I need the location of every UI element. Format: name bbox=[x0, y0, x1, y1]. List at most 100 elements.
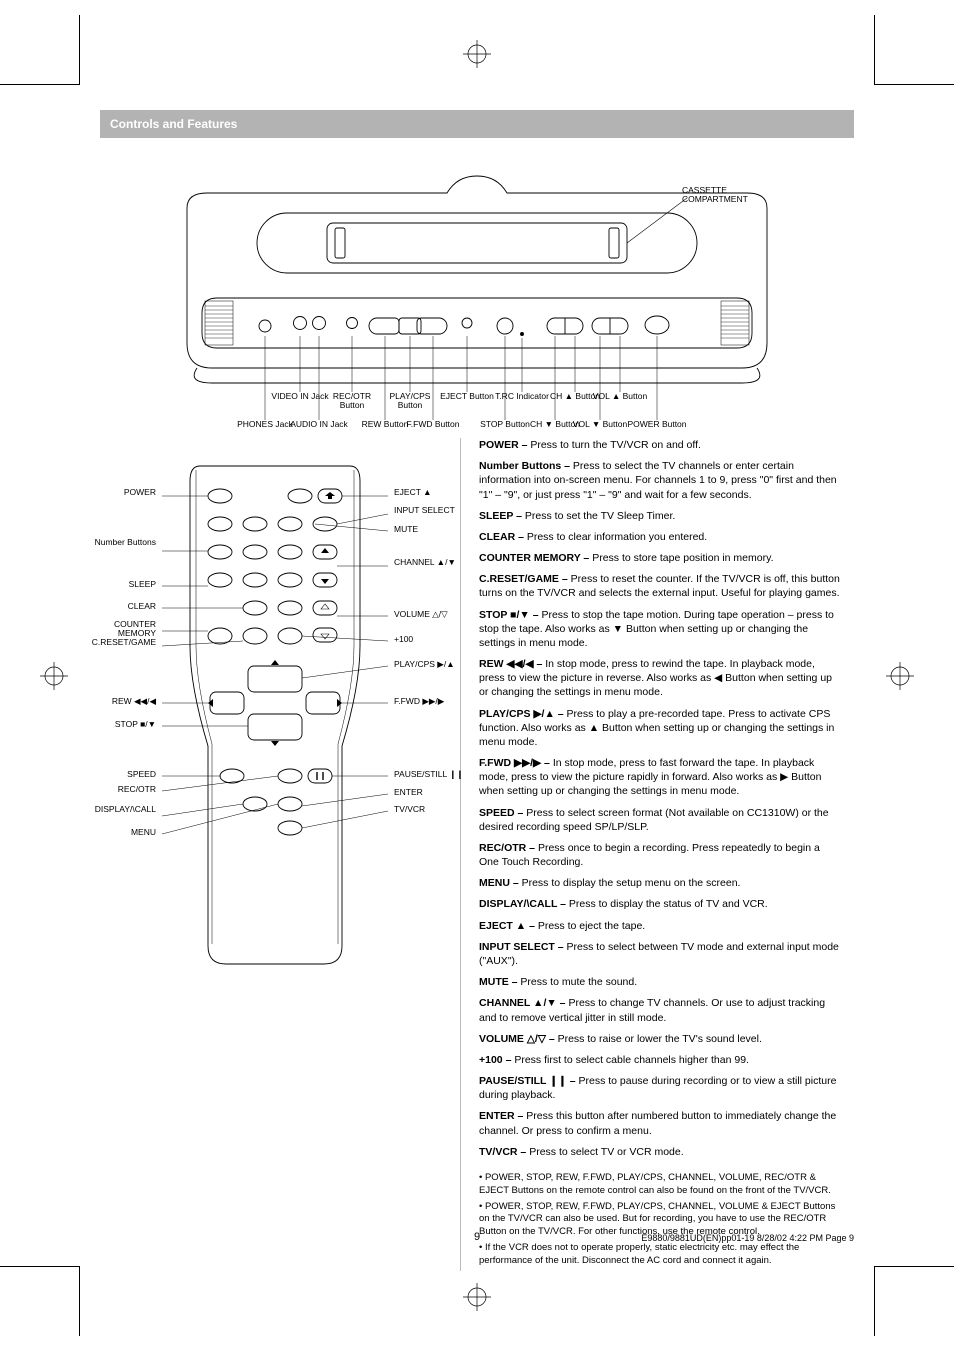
remote-label: VOLUME △/▽ bbox=[394, 610, 474, 619]
description-term: INPUT SELECT – bbox=[479, 941, 567, 953]
remote-label: MUTE bbox=[394, 525, 474, 534]
dev-label: VIDEO IN Jack bbox=[270, 392, 330, 401]
description-term: F.FWD ▶▶/▶ – bbox=[479, 757, 553, 769]
description-item: MENU – Press to display the setup menu o… bbox=[479, 876, 840, 890]
remote-label: COUNTER MEMORY bbox=[90, 620, 156, 639]
remote-label: CLEAR bbox=[90, 602, 156, 611]
dev-label: T.RC Indicator bbox=[494, 392, 550, 401]
crop-mark bbox=[30, 1266, 80, 1336]
description-term: TV/VCR – bbox=[479, 1146, 529, 1158]
remote-diagram-column: POWER Number Buttons SLEEP CLEAR COUNTER… bbox=[100, 438, 460, 1271]
description-term: +100 – bbox=[479, 1054, 514, 1066]
registration-mark-icon bbox=[40, 662, 68, 690]
description-term: MUTE – bbox=[479, 976, 520, 988]
remote-label: PAUSE/STILL ❙❙ bbox=[394, 770, 474, 779]
remote-label: PLAY/CPS ▶/▲ bbox=[394, 660, 474, 669]
description-text: Press to select screen format (Not avail… bbox=[479, 807, 829, 833]
description-term: COUNTER MEMORY – bbox=[479, 552, 592, 564]
description-text: Press to turn the TV/VCR on and off. bbox=[530, 439, 701, 451]
crop-mark bbox=[874, 1266, 954, 1267]
description-term: EJECT ▲ – bbox=[479, 920, 538, 932]
description-term: MENU – bbox=[479, 877, 522, 889]
remote-label: MENU bbox=[90, 828, 156, 837]
description-text: Press this button after numbered button … bbox=[479, 1110, 836, 1136]
device-diagram: CASSETTE COMPARTMENT PHONES Jack VIDEO I… bbox=[127, 168, 827, 428]
description-term: SPEED – bbox=[479, 807, 526, 819]
registration-mark-icon bbox=[463, 40, 491, 68]
description-item: CHANNEL ▲/▼ – Press to change TV channel… bbox=[479, 996, 840, 1024]
description-item: COUNTER MEMORY – Press to store tape pos… bbox=[479, 551, 840, 565]
crop-mark bbox=[0, 1266, 80, 1267]
dev-label: STOP Button bbox=[477, 420, 533, 429]
remote-label: +100 bbox=[394, 635, 474, 644]
section-title: Controls and Features bbox=[110, 117, 237, 131]
description-term: VOLUME △/▽ – bbox=[479, 1033, 558, 1045]
description-term: PAUSE/STILL ❙❙ – bbox=[479, 1075, 578, 1087]
page-number: 9 bbox=[474, 1231, 480, 1243]
description-term: POWER – bbox=[479, 439, 530, 451]
description-item: TV/VCR – Press to select TV or VCR mode. bbox=[479, 1145, 840, 1159]
description-item: SPEED – Press to select screen format (N… bbox=[479, 806, 840, 834]
description-column: POWER – Press to turn the TV/VCR on and … bbox=[460, 438, 840, 1271]
description-term: C.RESET/GAME – bbox=[479, 573, 571, 585]
page-content: Controls and Features VCR FEATURES / DES… bbox=[100, 110, 854, 1271]
dev-label: PLAY/CPS Button bbox=[380, 392, 440, 411]
description-term: REC/OTR – bbox=[479, 842, 538, 854]
remote-label: F.FWD ▶▶/▶ bbox=[394, 697, 474, 706]
description-item: MUTE – Press to mute the sound. bbox=[479, 975, 840, 989]
description-text: Press to store tape position in memory. bbox=[592, 552, 773, 564]
remote-label: EJECT ▲ bbox=[394, 488, 474, 497]
remote-label: TV/VCR bbox=[394, 805, 474, 814]
description-item: REC/OTR – Press once to begin a recordin… bbox=[479, 841, 840, 869]
description-term: Number Buttons – bbox=[479, 460, 573, 472]
description-term: REW ◀◀/◀ – bbox=[479, 658, 545, 670]
dev-label: AUDIO IN Jack bbox=[289, 420, 349, 429]
subsection-title: VCR FEATURES / DESCRIPTION OF REMOTE CON… bbox=[100, 144, 854, 168]
crop-mark bbox=[30, 15, 80, 85]
description-text: Press to clear information you entered. bbox=[527, 531, 707, 543]
remote-label: REW ◀◀/◀ bbox=[90, 697, 156, 706]
remote-label: REC/OTR bbox=[90, 785, 156, 794]
description-term: PLAY/CPS ▶/▲ – bbox=[479, 708, 567, 720]
dev-label: VOL ▲ Button bbox=[592, 392, 648, 401]
registration-mark-icon bbox=[886, 662, 914, 690]
section-header-bar: Controls and Features bbox=[100, 110, 854, 138]
description-text: Press to eject the tape. bbox=[538, 920, 645, 932]
remote-label: SPEED bbox=[90, 770, 156, 779]
registration-mark-icon bbox=[463, 1283, 491, 1311]
description-text: Press to select TV or VCR mode. bbox=[529, 1146, 683, 1158]
remote-label: POWER bbox=[90, 488, 156, 497]
description-term: STOP ■/▼ – bbox=[479, 609, 541, 621]
description-text: Press to mute the sound. bbox=[520, 976, 637, 988]
description-item: +100 – Press first to select cable chann… bbox=[479, 1053, 840, 1067]
description-term: DISPLAY/\CALL – bbox=[479, 898, 569, 910]
remote-illustration bbox=[160, 456, 390, 976]
dev-label: REC/OTR Button bbox=[322, 392, 382, 411]
dev-label: F.FWD Button bbox=[405, 420, 461, 429]
description-item: C.RESET/GAME – Press to reset the counte… bbox=[479, 572, 840, 600]
description-term: ENTER – bbox=[479, 1110, 526, 1122]
dev-label: PHONES Jack bbox=[235, 420, 295, 429]
description-item: REW ◀◀/◀ – In stop mode, press to rewind… bbox=[479, 657, 840, 700]
crop-mark bbox=[874, 84, 954, 85]
crop-mark bbox=[874, 1266, 924, 1336]
crop-mark bbox=[874, 15, 924, 85]
remote-label: DISPLAY/\CALL bbox=[90, 805, 156, 814]
description-item: SLEEP – Press to set the TV Sleep Timer. bbox=[479, 509, 840, 523]
remote-label: STOP ■/▼ bbox=[90, 720, 156, 729]
description-item: VOLUME △/▽ – Press to raise or lower the… bbox=[479, 1032, 840, 1046]
description-text: Press to raise or lower the TV's sound l… bbox=[558, 1033, 762, 1045]
description-term: SLEEP – bbox=[479, 510, 525, 522]
footnote: • POWER, STOP, REW, F.FWD, PLAY/CPS, CHA… bbox=[479, 1172, 840, 1198]
description-item: STOP ■/▼ – Press to stop the tape motion… bbox=[479, 608, 840, 651]
cassette-label: CASSETTE COMPARTMENT bbox=[682, 186, 782, 205]
crop-mark bbox=[0, 84, 80, 85]
description-term: CLEAR – bbox=[479, 531, 527, 543]
vcr-front-illustration bbox=[127, 168, 827, 428]
description-item: CLEAR – Press to clear information you e… bbox=[479, 530, 840, 544]
description-item: DISPLAY/\CALL – Press to display the sta… bbox=[479, 897, 840, 911]
description-item: INPUT SELECT – Press to select between T… bbox=[479, 940, 840, 968]
dev-label: VOL ▼ Button bbox=[572, 420, 628, 429]
description-text: Press to display the setup menu on the s… bbox=[522, 877, 741, 889]
description-item: Number Buttons – Press to select the TV … bbox=[479, 459, 840, 502]
